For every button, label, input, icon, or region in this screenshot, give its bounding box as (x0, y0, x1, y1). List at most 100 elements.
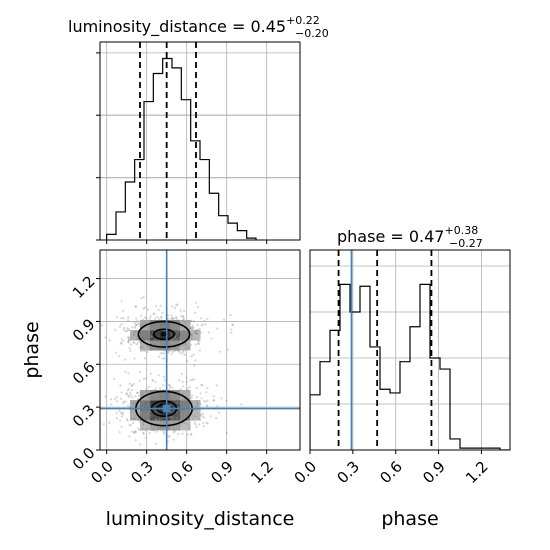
joint-density-scatter-point (170, 323, 173, 326)
joint-density-scatter-point (183, 405, 186, 409)
luminosity-distance-histogram-step (106, 57, 257, 240)
joint-density-scatter-point (161, 420, 165, 423)
joint-density-scatter-point (192, 364, 196, 367)
joint-density-scatter-point (167, 427, 171, 430)
joint-density-scatter-point (149, 328, 152, 332)
joint-density-scatter-point (159, 352, 162, 355)
joint-density-scatter-point (158, 340, 161, 343)
phase-histogram-frame (309, 249, 511, 451)
joint-density-cell (130, 400, 141, 411)
joint-density-scatter-point (185, 402, 188, 406)
joint-density-scatter-point (174, 336, 177, 339)
joint-density-scatter-point (151, 340, 155, 344)
joint-density-scatter-point (205, 391, 208, 394)
joint-density-scatter-point (173, 350, 176, 353)
joint-density-scatter-point (181, 319, 184, 323)
joint-density-scatter-point (182, 317, 186, 320)
joint-density-scatter-point (141, 392, 144, 395)
joint-density-scatter-point (142, 377, 146, 381)
joint-density-scatter-point (139, 346, 142, 349)
joint-density-scatter-point (145, 405, 148, 408)
joint-density-scatter-point (133, 334, 136, 337)
joint-density-scatter-point (180, 344, 183, 347)
joint-density-scatter-point (179, 387, 183, 391)
joint-density-scatter-point (155, 323, 158, 326)
joint-density-scatter-point (196, 306, 200, 309)
joint-density-scatter-point (116, 400, 119, 403)
joint-density-scatter-point (126, 419, 129, 422)
joint-density-scatter-point (122, 402, 125, 405)
joint-density-scatter-point (194, 332, 197, 335)
joint-density-scatter-point (181, 380, 184, 384)
joint-density-scatter-point (158, 417, 161, 421)
joint-density-scatter-point (196, 332, 200, 336)
joint-density-scatter-point (167, 349, 170, 352)
joint-density-scatter-point (178, 351, 182, 354)
joint-density-scatter-point (133, 321, 136, 324)
joint-density-scatter-point (156, 326, 160, 330)
joint-density-scatter-point (194, 332, 198, 335)
joint-density-scatter-point (167, 343, 171, 346)
joint-density-scatter-point (146, 390, 149, 394)
joint-density-scatter-point (146, 404, 149, 407)
joint-density-cell (180, 390, 191, 401)
joint-density-scatter-point (202, 425, 205, 428)
joint-density-scatter-point (173, 330, 176, 333)
joint-density-scatter-point (115, 395, 118, 398)
joint-density-scatter-point (138, 428, 141, 431)
joint-density-scatter-point (120, 323, 123, 326)
joint-density-scatter-point (178, 337, 181, 340)
joint-density-scatter-point (120, 342, 123, 345)
joint-density-scatter-point (160, 417, 163, 420)
joint-density-scatter-point (190, 333, 193, 337)
joint-density-scatter-point (200, 397, 203, 400)
joint-density-scatter-point (172, 416, 175, 419)
joint-density-scatter-point (175, 317, 178, 320)
joint-density-scatter-point (113, 377, 116, 381)
joint-density-scatter-point (125, 392, 128, 396)
joint-density-scatter-point (205, 405, 208, 408)
joint-density-scatter-point (156, 398, 160, 401)
joint-density-cell (180, 340, 191, 351)
joint-density-cell (160, 340, 171, 351)
joint-density-scatter-point (132, 401, 135, 404)
joint-density-scatter-point (152, 428, 155, 432)
joint-density-scatter-point (171, 350, 174, 353)
joint-density-scatter-point (195, 329, 198, 332)
joint-density-panel: 0.00.0 0.30.30.60.60.90.91.21.2 luminosit… (21, 249, 301, 530)
joint-density-scatter-point (134, 323, 138, 326)
joint-density-scatter-point (158, 387, 162, 390)
joint-density-scatter-point (137, 405, 140, 408)
joint-density-x-tick-label: 1.2 (247, 458, 277, 488)
joint-density-scatter-point (179, 309, 182, 312)
joint-density-scatter-point (138, 325, 142, 328)
joint-density-scatter-point (143, 333, 147, 337)
joint-density-scatter-point (141, 423, 145, 426)
luminosity-distance-histogram-panel: luminosity_distance = 0.45+0.22 −0.20 (68, 14, 329, 244)
joint-density-scatter-point (178, 397, 181, 400)
joint-density-scatter-point (178, 401, 181, 405)
joint-density-cell (180, 330, 191, 341)
luminosity-distance-x-axis-label: luminosity_distance (106, 508, 295, 530)
joint-density-scatter-point (147, 403, 151, 406)
joint-density-scatter-point (230, 331, 233, 334)
joint-density-scatter-point (190, 327, 193, 330)
joint-density-scatter-point (115, 316, 118, 319)
joint-density-scatter-point (142, 432, 145, 435)
joint-density-scatter-point (134, 418, 137, 421)
joint-density-scatter-point (143, 349, 146, 353)
joint-density-scatter-point (148, 332, 151, 335)
joint-density-scatter-point (138, 339, 141, 342)
joint-density-scatter-point (138, 405, 141, 408)
joint-density-scatter-point (120, 397, 123, 400)
joint-density-scatter-point (154, 327, 158, 330)
joint-density-scatter-point (114, 351, 118, 354)
phase-x-tick-label: 1.2 (462, 458, 492, 488)
joint-density-scatter-point (194, 311, 197, 314)
joint-density-cell (180, 320, 191, 331)
joint-density-scatter-point (154, 398, 157, 401)
joint-density-scatter-point (146, 345, 149, 348)
joint-density-scatter-point (128, 395, 131, 399)
joint-density-scatter-point (145, 388, 148, 391)
joint-density-scatter-point (129, 424, 132, 427)
